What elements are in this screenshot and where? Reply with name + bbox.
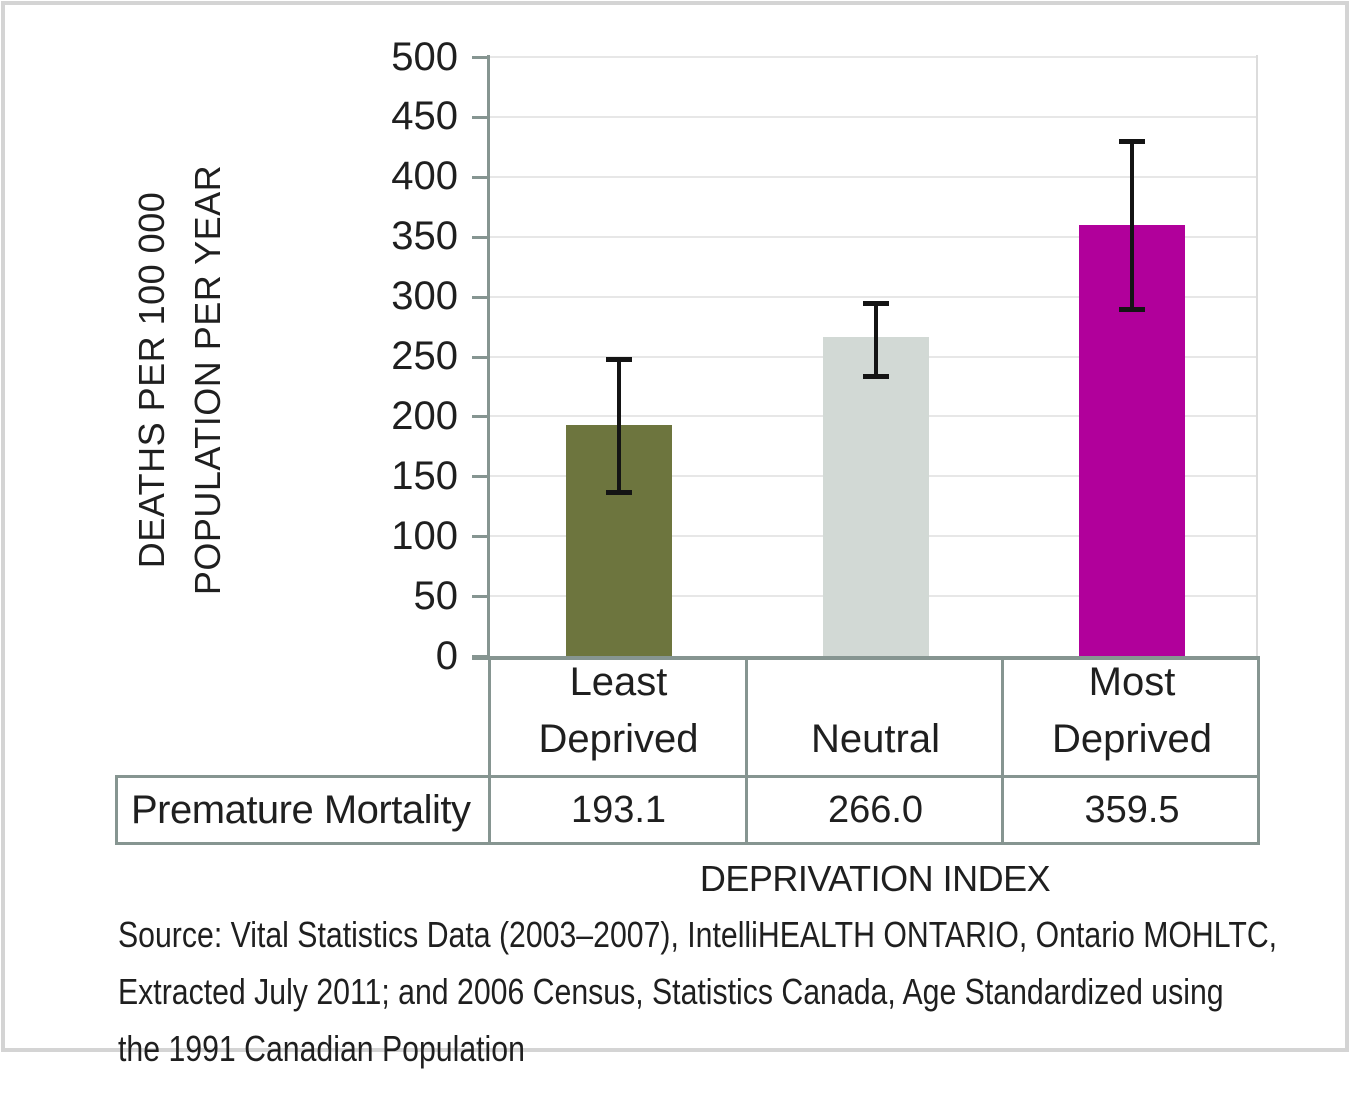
error-bar-line-most-deprived	[1130, 140, 1134, 310]
error-bar-cap-bottom-neutral	[862, 373, 889, 379]
table-row-label: Premature Mortality	[131, 787, 471, 832]
source-note-line1: Source: Vital Statistics Data (2003–2007…	[118, 914, 1278, 955]
column-header-most-deprived: Most Deprived	[1051, 660, 1213, 761]
gridline	[490, 56, 1258, 58]
gridline	[490, 115, 1258, 118]
y-axis-tick	[472, 595, 488, 599]
y-axis-tick	[472, 175, 488, 179]
gridline	[490, 175, 1258, 178]
table-value-divider	[1001, 775, 1004, 845]
y-axis-tick	[472, 235, 488, 239]
table-header-divider	[745, 656, 748, 778]
y-tick-label: 500	[391, 34, 458, 79]
column-header-least-deprived: Least Deprived	[538, 660, 699, 761]
error-bar-line-least-deprived	[616, 358, 621, 494]
error-bar-cap-top-least-deprived	[605, 356, 632, 362]
y-tick-label: 100	[391, 513, 458, 558]
y-axis-tick	[472, 295, 488, 299]
y-axis-tick	[472, 535, 488, 539]
source-note-line2: Extracted July 2011; and 2006 Census, St…	[118, 971, 1224, 1012]
source-note: Source: Vital Statistics Data (2003–2007…	[118, 906, 1277, 1077]
source-note-line3: the 1991 Canadian Population	[118, 1028, 525, 1069]
error-bar-cap-bottom-most-deprived	[1119, 306, 1145, 312]
y-tick-label: 150	[391, 453, 458, 498]
y-axis-tick	[472, 655, 488, 658]
table-value-most-deprived: 359.5	[1084, 788, 1180, 831]
gridline	[490, 235, 1258, 238]
y-tick-label: 300	[391, 274, 458, 319]
error-bar-cap-bottom-least-deprived	[605, 490, 632, 496]
gridline	[490, 295, 1258, 298]
y-axis-tick	[472, 56, 488, 59]
y-tick-label: 450	[391, 94, 458, 139]
error-bar-cap-top-neutral	[862, 300, 889, 306]
y-axis-tick	[472, 355, 488, 359]
y-tick-label: 200	[391, 393, 458, 438]
error-bar-cap-top-most-deprived	[1119, 138, 1145, 144]
table-value-neutral: 266.0	[827, 788, 924, 831]
error-bar-line-neutral	[873, 302, 878, 377]
y-tick-label: 50	[413, 573, 459, 618]
table-header-divider	[1001, 656, 1004, 778]
y-tick-label: 400	[391, 154, 458, 199]
table-value-divider	[745, 775, 748, 845]
y-tick-label: 0	[435, 633, 458, 678]
plot-right-border	[1256, 55, 1258, 656]
y-axis-line	[487, 55, 490, 660]
y-tick-label: 250	[391, 334, 458, 378]
x-axis-title: DEPRIVATION INDEX	[699, 858, 1051, 899]
y-axis-tick	[472, 415, 488, 419]
y-axis-tick	[472, 115, 488, 119]
y-tick-label: 350	[391, 214, 458, 259]
table-value-least-deprived: 193.1	[570, 788, 667, 831]
table-value-divider	[488, 775, 491, 845]
bar-neutral	[822, 337, 929, 656]
y-axis-tick	[472, 475, 488, 479]
table-value-box	[115, 775, 1260, 845]
column-header-neutral: Neutral	[811, 717, 940, 761]
figure-frame	[1, 1, 1349, 1052]
